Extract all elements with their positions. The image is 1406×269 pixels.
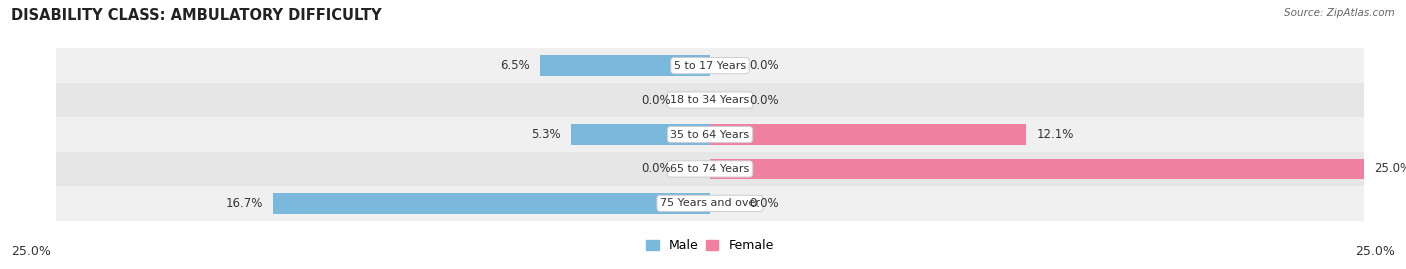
Text: 5 to 17 Years: 5 to 17 Years	[673, 61, 747, 71]
Bar	[710, 159, 1364, 179]
Text: 0.0%: 0.0%	[641, 162, 671, 175]
Text: 25.0%: 25.0%	[1355, 245, 1395, 258]
Bar	[56, 152, 1364, 186]
Text: 5.3%: 5.3%	[531, 128, 561, 141]
Bar	[273, 193, 710, 214]
Bar	[710, 124, 1026, 145]
Bar	[540, 55, 710, 76]
Bar	[571, 124, 710, 145]
Text: 25.0%: 25.0%	[1374, 162, 1406, 175]
Legend: Male, Female: Male, Female	[647, 239, 773, 252]
Bar	[56, 48, 1364, 83]
Text: DISABILITY CLASS: AMBULATORY DIFFICULTY: DISABILITY CLASS: AMBULATORY DIFFICULTY	[11, 8, 382, 23]
Text: 0.0%: 0.0%	[749, 197, 779, 210]
Text: 25.0%: 25.0%	[11, 245, 51, 258]
Text: 12.1%: 12.1%	[1038, 128, 1074, 141]
Bar	[56, 83, 1364, 117]
Text: 65 to 74 Years: 65 to 74 Years	[671, 164, 749, 174]
Text: 75 Years and over: 75 Years and over	[659, 198, 761, 208]
Text: 0.0%: 0.0%	[641, 94, 671, 107]
Text: 18 to 34 Years: 18 to 34 Years	[671, 95, 749, 105]
Text: 0.0%: 0.0%	[749, 59, 779, 72]
Text: 6.5%: 6.5%	[501, 59, 530, 72]
Bar	[56, 117, 1364, 152]
Text: 16.7%: 16.7%	[225, 197, 263, 210]
Bar	[56, 186, 1364, 221]
Text: 35 to 64 Years: 35 to 64 Years	[671, 129, 749, 140]
Text: Source: ZipAtlas.com: Source: ZipAtlas.com	[1284, 8, 1395, 18]
Text: 0.0%: 0.0%	[749, 94, 779, 107]
